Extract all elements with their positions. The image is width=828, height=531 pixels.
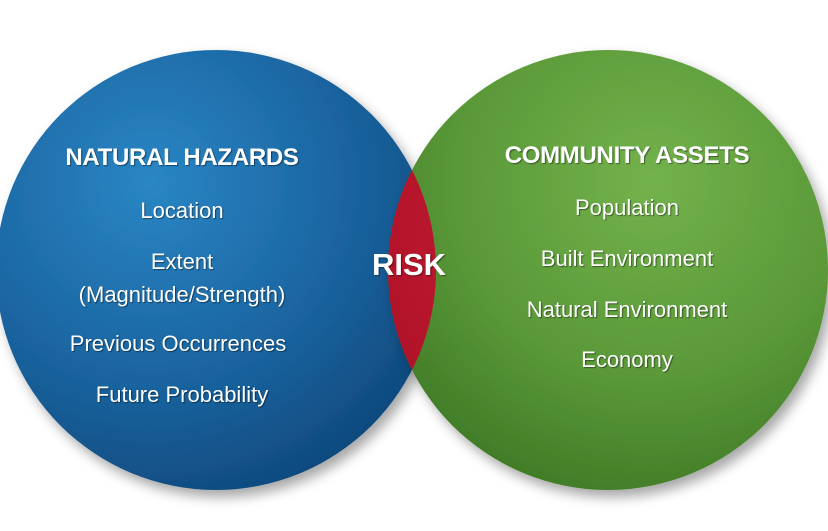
right-set-item: Population [575, 195, 679, 220]
right-set-title: COMMUNITY ASSETS [504, 142, 750, 169]
right-set-item: Natural Environment [526, 297, 728, 322]
intersection-label: RISK [371, 247, 447, 282]
left-set-item: (Magnitude/Strength) [78, 282, 286, 307]
right-set-item: Built Environment [540, 246, 714, 271]
left-set-item: Extent [150, 249, 214, 274]
left-set-item: Future Probability [95, 382, 269, 407]
left-set-title: NATURAL HAZARDS [65, 144, 299, 171]
left-circle [0, 50, 436, 490]
left-set-item: Location [140, 198, 224, 223]
right-circle [388, 50, 828, 490]
left-set-item: Previous Occurrences [69, 331, 287, 356]
right-set-item: Economy [581, 347, 673, 372]
